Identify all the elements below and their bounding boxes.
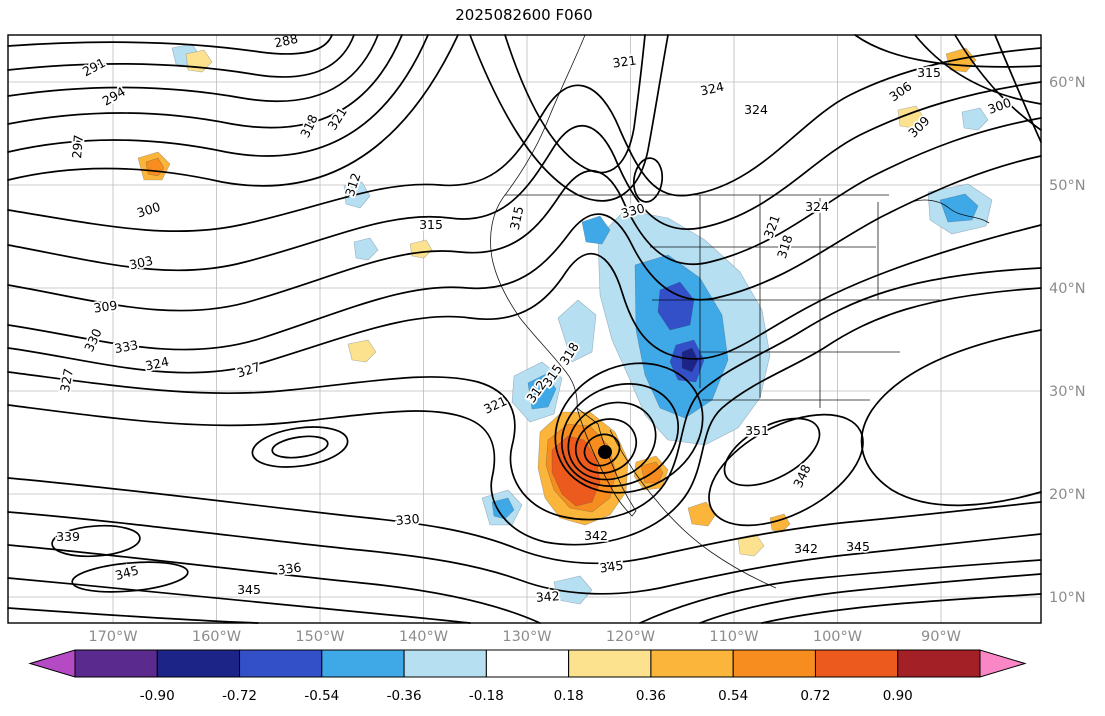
colorbar-tick-labels: -0.90 -0.72 -0.54 -0.36 -0.18 0.18 0.36 0.54 0.7… (140, 688, 913, 704)
longitude-tick-labels: 170°W 160°W 150°W 140°W 130°W 120°W 110°W 100°W… (88, 629, 961, 645)
contour-label: 324 (699, 79, 726, 99)
contour-label: 318 (774, 233, 796, 260)
latitude-tick-label: 20°N (1049, 487, 1086, 503)
longitude-tick-label: 160°W (192, 629, 241, 645)
colorbar-segment (897, 649, 981, 678)
contour-label: 339 (56, 529, 80, 544)
latitude-tick-label: 60°N (1049, 75, 1086, 91)
longitude-tick-label: 140°W (399, 629, 448, 645)
longitude-tick-label: 90°W (921, 629, 961, 645)
latitude-tick-label: 30°N (1049, 384, 1086, 400)
longitude-tick-label: 110°W (709, 629, 758, 645)
contour-label: 315 (419, 217, 443, 232)
contour-label: 315 (917, 65, 941, 80)
colorbar-segment (650, 649, 734, 678)
colorbar-right-arrow (979, 649, 1027, 678)
contour-label: 345 (599, 557, 625, 575)
contour-label: 342 (584, 528, 608, 543)
contour-label: 318 (297, 112, 321, 140)
contour-label: 300 (135, 199, 162, 221)
longitude-tick-label: 130°W (502, 629, 551, 645)
longitude-tick-label: 150°W (295, 629, 344, 645)
contour-label: 336 (277, 559, 303, 577)
contour-label: 342 (535, 588, 560, 605)
contour-label: 303 (128, 253, 154, 273)
colorbar-segment (814, 649, 899, 678)
contour-label: 309 (93, 297, 119, 315)
colorbar-segment (568, 649, 652, 678)
contour-label: 330 (395, 511, 420, 528)
colorbar-segment (485, 649, 570, 678)
latitude-tick-label: 10°N (1049, 590, 1086, 606)
colorbar-tick-label: -0.54 (304, 688, 339, 704)
contour-label: 321 (325, 105, 350, 133)
contour-label: 348 (790, 462, 814, 490)
contour-label: 324 (744, 102, 768, 117)
colorbar-segment (156, 649, 241, 678)
colorbar-tick-label: 0.18 (554, 688, 584, 704)
colorbar (28, 649, 1027, 678)
plot-title: 2025082600 F060 (455, 6, 592, 24)
colorbar-tick-label: -0.90 (140, 688, 175, 704)
colorbar-tick-label: 0.72 (800, 688, 830, 704)
contour-label: 345 (237, 582, 261, 597)
colorbar-segment (403, 649, 487, 678)
contour-label: 345 (113, 562, 140, 583)
longitude-tick-label: 170°W (88, 629, 137, 645)
contour-label: 297 (69, 134, 86, 159)
colorbar-tick-label: 0.54 (718, 688, 748, 704)
colorbar-tick-label: -0.18 (469, 688, 504, 704)
contour-label: 345 (846, 539, 870, 554)
coastlines-borders (490, 34, 990, 589)
colorbar-tick-label: -0.36 (387, 688, 422, 704)
contour-label: 330 (81, 326, 105, 354)
contour-lines (7, 34, 1042, 624)
contour-label: 315 (507, 205, 527, 231)
contour-label: 351 (745, 423, 769, 438)
colorbar-segment (732, 649, 816, 678)
contour-label: 327 (235, 359, 262, 381)
contour-label: 324 (144, 354, 171, 374)
contour-label: 321 (612, 52, 638, 70)
cyclone-marker (598, 445, 612, 459)
latitude-tick-label: 40°N (1049, 281, 1086, 297)
contour-label: 327 (57, 367, 76, 393)
longitude-tick-label: 120°W (606, 629, 655, 645)
contour-label: 342 (794, 541, 818, 556)
colorbar-left-arrow (28, 649, 76, 678)
contour-label: 324 (805, 199, 829, 214)
latitude-tick-labels: 60°N 50°N 40°N 30°N 20°N 10°N (1049, 75, 1086, 606)
contour-label: 288 (273, 31, 300, 51)
latitude-tick-label: 50°N (1049, 178, 1086, 194)
colorbar-tick-label: 0.90 (883, 688, 913, 704)
colorbar-segment (239, 649, 323, 678)
colorbar-tick-label: 0.36 (636, 688, 666, 704)
map-frame (7, 34, 1042, 624)
contour-label: 300 (986, 95, 1014, 117)
longitude-tick-label: 100°W (813, 629, 862, 645)
colorbar-segment (321, 649, 405, 678)
contour-label: 291 (80, 55, 108, 79)
colorbar-tick-label: -0.72 (222, 688, 257, 704)
colorbar-segment (74, 649, 158, 678)
contour-label: 333 (113, 337, 139, 356)
